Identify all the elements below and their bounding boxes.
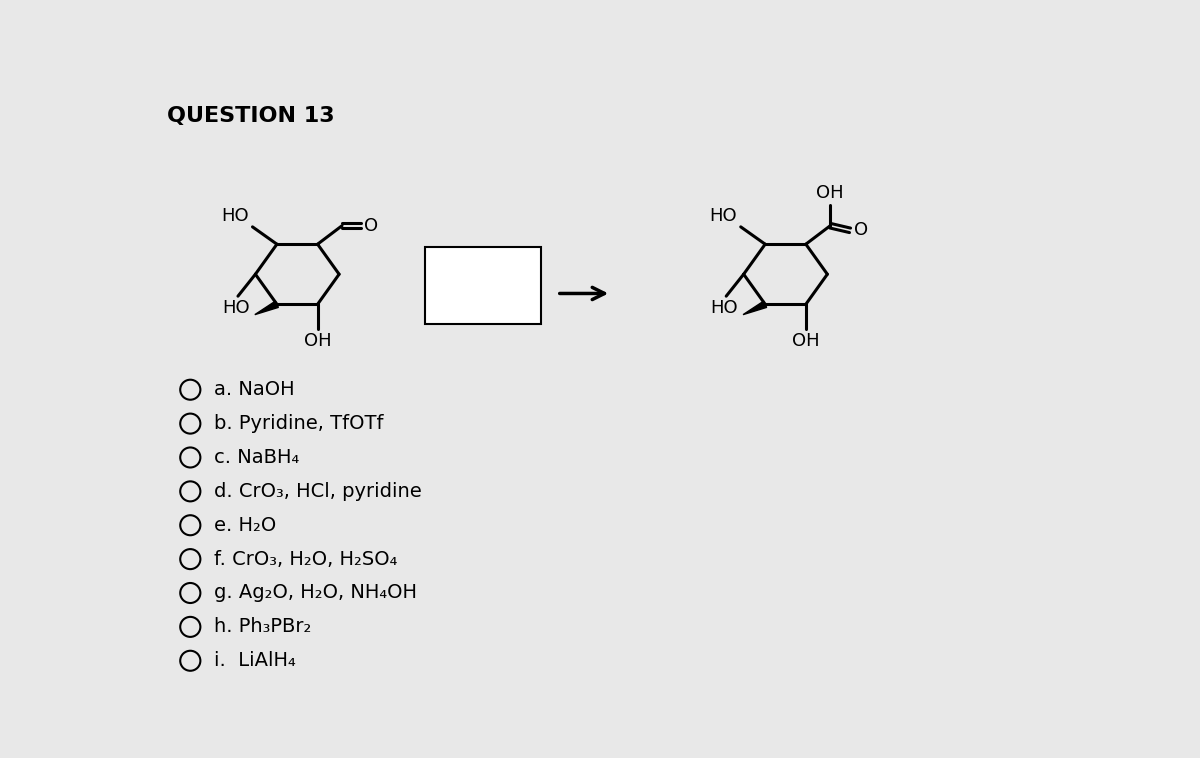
Text: O: O — [854, 221, 868, 240]
Text: OH: OH — [304, 332, 331, 350]
Text: O: O — [365, 217, 379, 235]
Text: OH: OH — [816, 184, 844, 202]
Text: QUESTION 13: QUESTION 13 — [167, 106, 335, 127]
Text: d. CrO₃, HCl, pyridine: d. CrO₃, HCl, pyridine — [214, 482, 421, 501]
Text: HO: HO — [710, 299, 738, 318]
Text: HO: HO — [222, 299, 250, 318]
Text: OH: OH — [792, 332, 820, 350]
Polygon shape — [254, 301, 278, 315]
Text: b. Pyridine, TfOTf: b. Pyridine, TfOTf — [214, 414, 383, 433]
Text: i.  LiAlH₄: i. LiAlH₄ — [214, 651, 295, 670]
Text: c. NaBH₄: c. NaBH₄ — [214, 448, 299, 467]
Text: a. NaOH: a. NaOH — [214, 381, 294, 399]
Text: f. CrO₃, H₂O, H₂SO₄: f. CrO₃, H₂O, H₂SO₄ — [214, 550, 397, 568]
FancyBboxPatch shape — [425, 247, 541, 324]
Text: h. Ph₃PBr₂: h. Ph₃PBr₂ — [214, 617, 311, 637]
Polygon shape — [743, 301, 767, 315]
Text: HO: HO — [221, 208, 248, 225]
Text: g. Ag₂O, H₂O, NH₄OH: g. Ag₂O, H₂O, NH₄OH — [214, 584, 416, 603]
Text: e. H₂O: e. H₂O — [214, 515, 276, 534]
Text: HO: HO — [709, 208, 737, 225]
